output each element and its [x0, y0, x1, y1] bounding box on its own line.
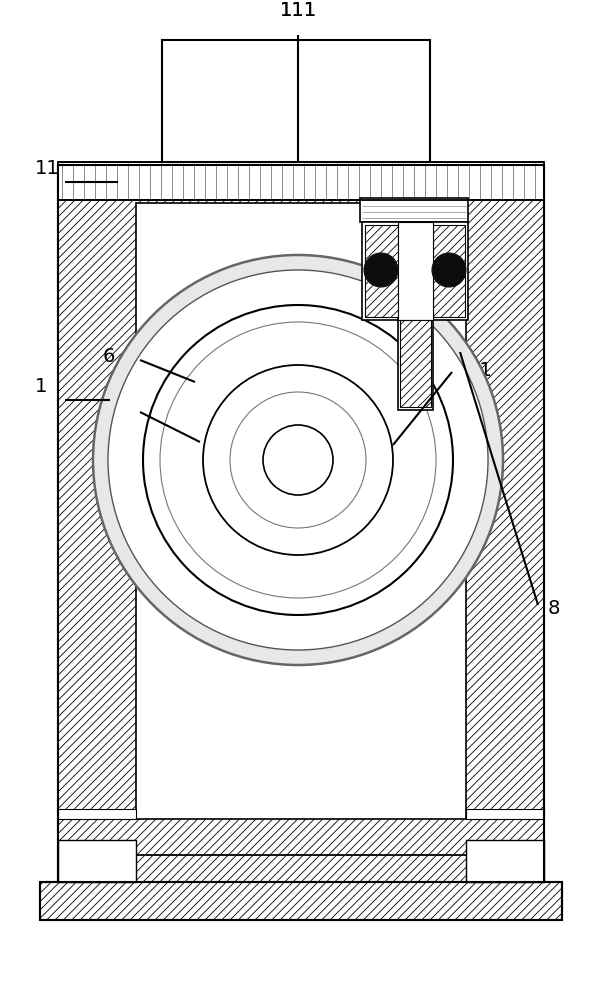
Circle shape: [160, 322, 436, 598]
Text: 111: 111: [279, 1, 317, 20]
Circle shape: [263, 425, 333, 495]
Bar: [136, 203, 466, 819]
Bar: [362, 222, 468, 320]
Bar: [365, 225, 398, 317]
Text: 6: 6: [102, 347, 115, 365]
Text: 11: 11: [35, 159, 60, 178]
Circle shape: [432, 253, 466, 287]
Circle shape: [108, 270, 488, 650]
Text: 8: 8: [548, 598, 560, 617]
Bar: [400, 320, 431, 407]
Circle shape: [364, 253, 398, 287]
Circle shape: [143, 305, 453, 615]
Bar: [58, 809, 136, 819]
Bar: [466, 809, 544, 819]
Bar: [433, 225, 465, 317]
Bar: [398, 317, 433, 410]
Circle shape: [93, 255, 503, 665]
Text: 61: 61: [468, 360, 493, 379]
Circle shape: [203, 365, 393, 555]
Bar: [58, 840, 136, 882]
Bar: [58, 165, 544, 882]
Bar: [360, 198, 468, 222]
Bar: [40, 882, 562, 920]
Text: 5: 5: [102, 398, 115, 418]
Bar: [162, 40, 430, 162]
Bar: [58, 162, 544, 200]
Text: 1: 1: [35, 377, 48, 396]
Circle shape: [230, 392, 366, 528]
Bar: [58, 855, 544, 882]
Bar: [398, 222, 433, 320]
Bar: [466, 840, 544, 882]
Text: 111: 111: [279, 1, 317, 20]
